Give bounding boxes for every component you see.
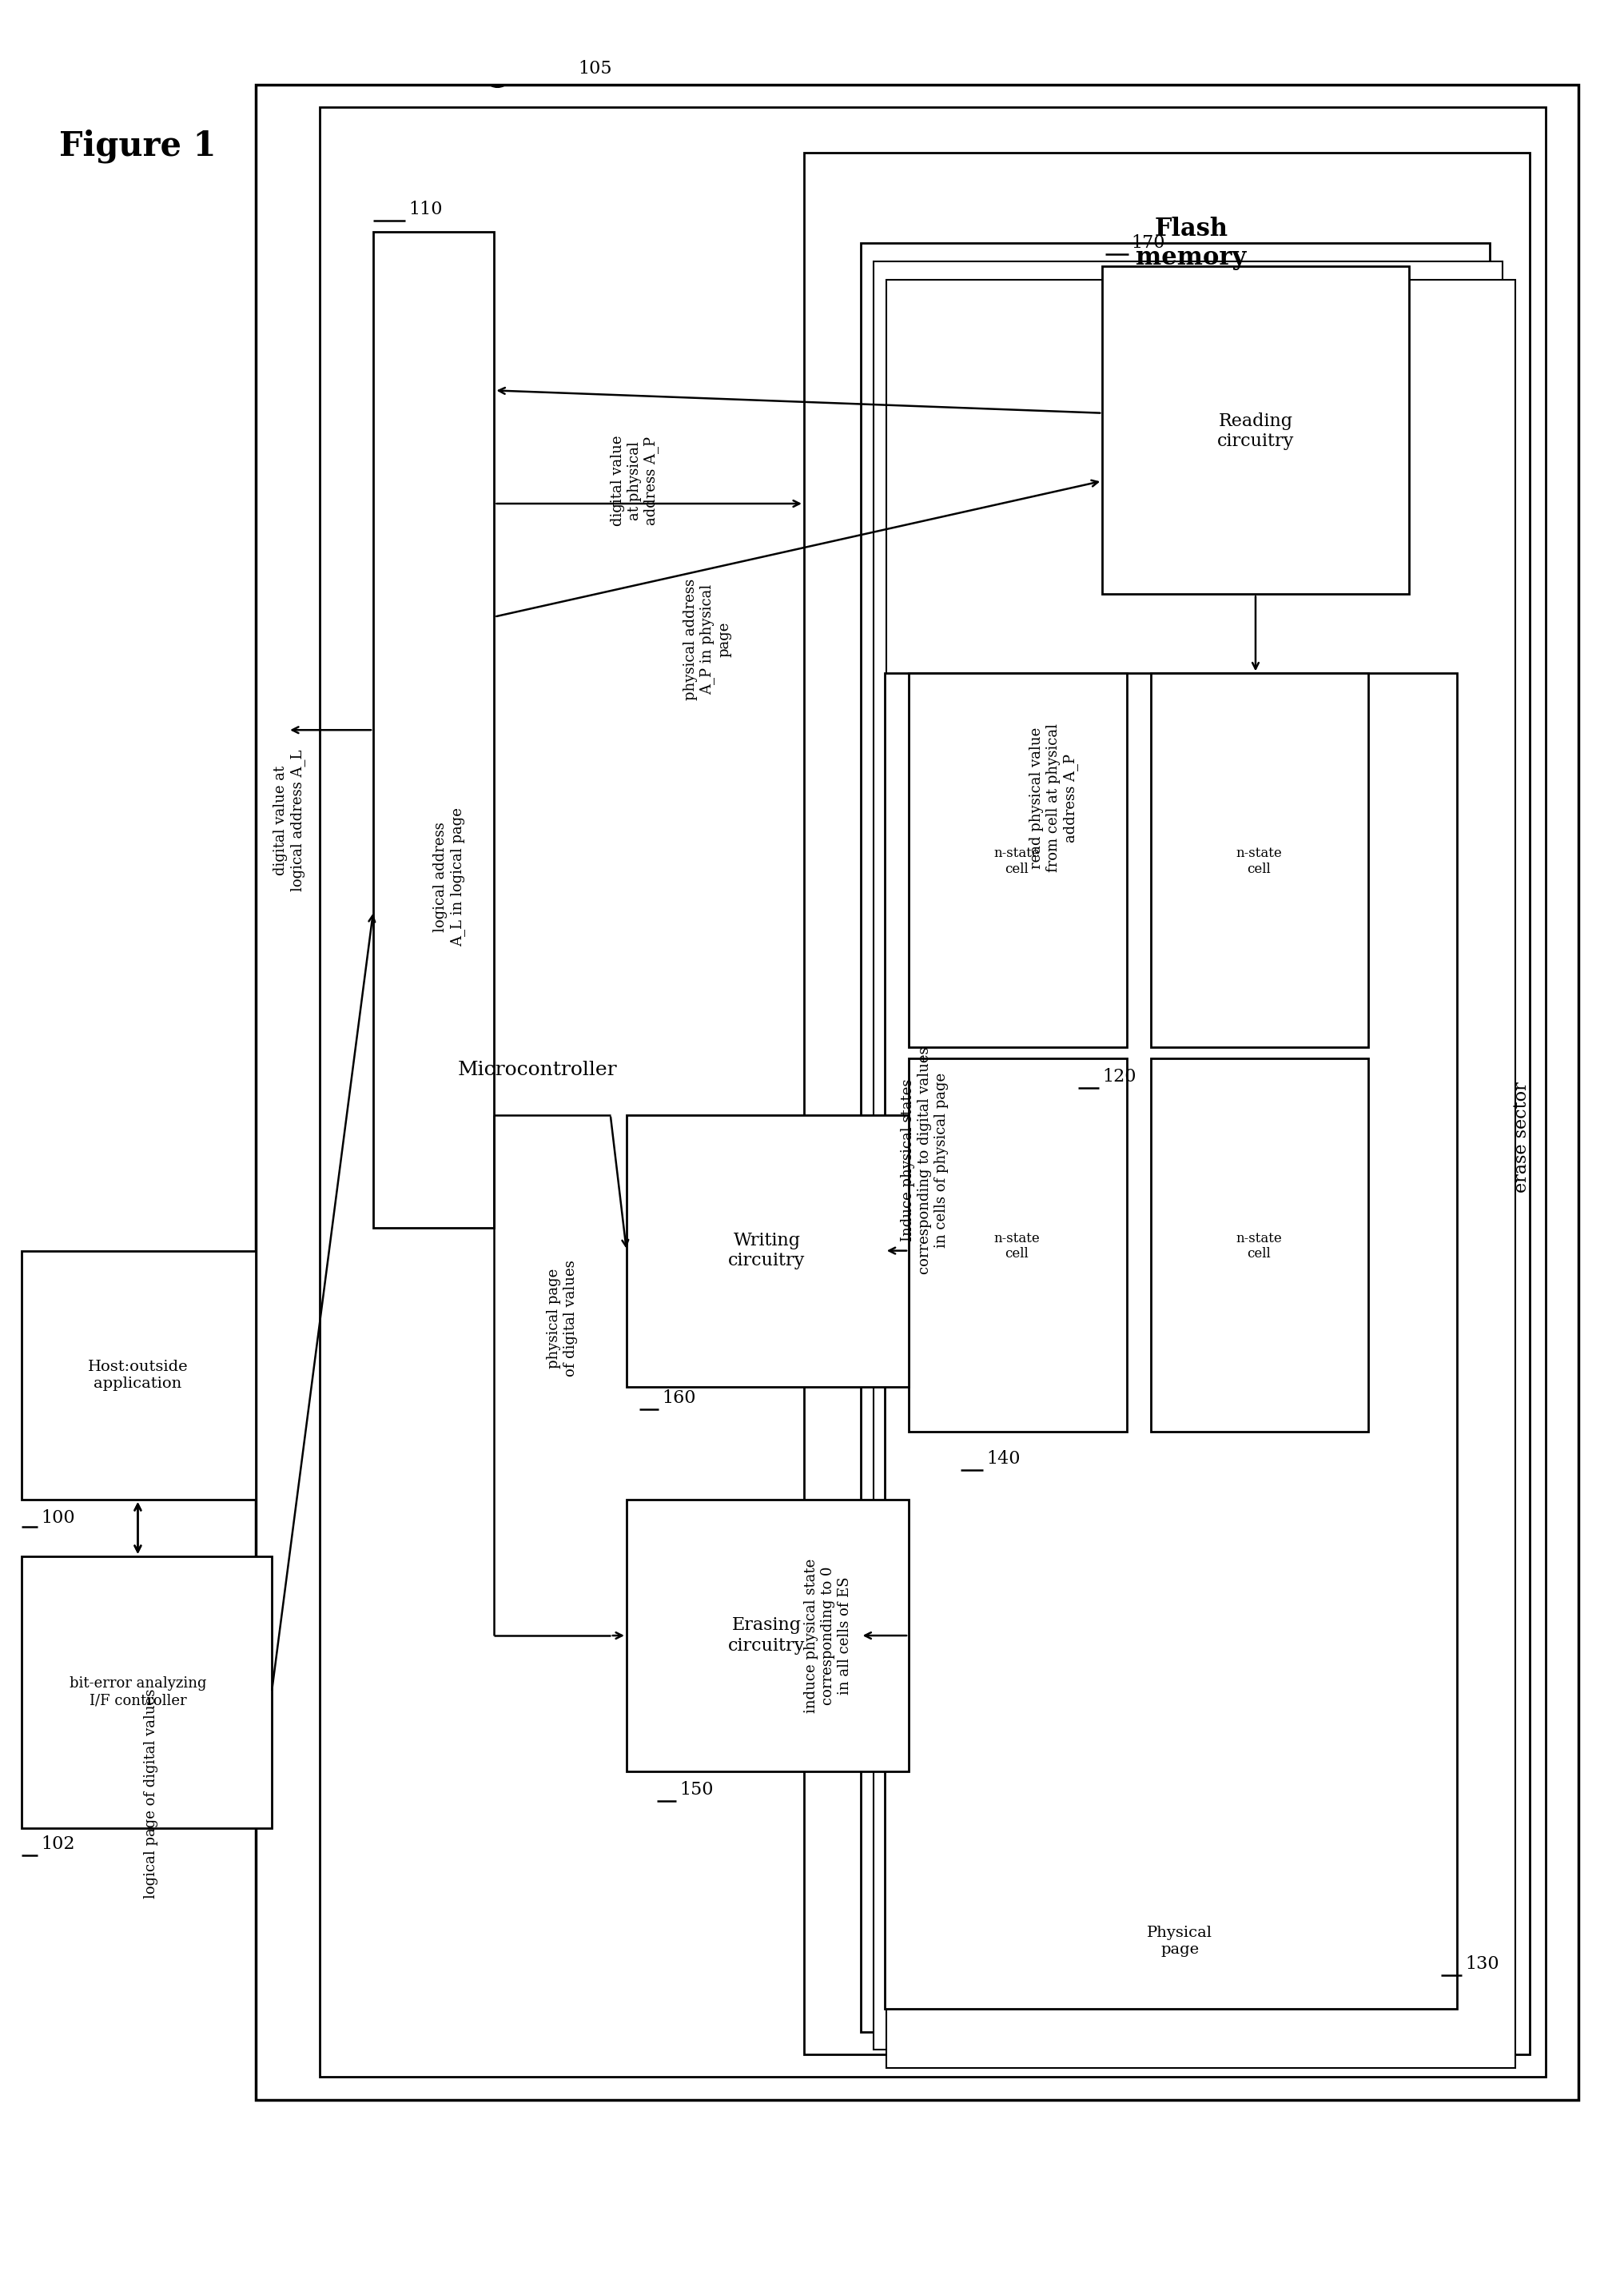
Text: 150: 150 bbox=[680, 1781, 713, 1797]
Text: Figure 1: Figure 1 bbox=[60, 130, 216, 164]
Bar bbox=[885, 673, 1457, 2009]
Text: Induce physical states
corresponding to digital values
in cells of physical page: Induce physical states corresponding to … bbox=[901, 1046, 948, 1274]
Bar bbox=[21, 1556, 271, 1829]
Text: induce physical state
corresponding to 0
in all cells of ES: induce physical state corresponding to 0… bbox=[804, 1558, 853, 1713]
Bar bbox=[887, 280, 1515, 2068]
Text: bit-error analyzing
I/F controller: bit-error analyzing I/F controller bbox=[70, 1677, 206, 1709]
Text: digital value at
logical address A_L: digital value at logical address A_L bbox=[273, 751, 305, 892]
Text: digital value
at physical
address A_P: digital value at physical address A_P bbox=[611, 435, 659, 526]
Text: n-state
cell: n-state cell bbox=[994, 846, 1039, 876]
Bar bbox=[909, 1058, 1127, 1431]
Bar bbox=[1103, 266, 1408, 594]
Text: read physical value
from cell at physical
address A_P: read physical value from cell at physica… bbox=[1030, 723, 1078, 871]
Text: Writing
circuitry: Writing circuitry bbox=[728, 1231, 806, 1269]
Text: logical address
A_L in logical page: logical address A_L in logical page bbox=[434, 808, 464, 946]
Bar bbox=[255, 84, 1579, 2100]
Bar bbox=[627, 1499, 909, 1772]
Bar bbox=[861, 243, 1489, 2032]
Bar bbox=[627, 1115, 909, 1385]
Bar bbox=[874, 262, 1502, 2050]
Bar bbox=[1151, 673, 1369, 1046]
Text: erase sector: erase sector bbox=[1514, 1083, 1530, 1192]
Bar bbox=[909, 673, 1127, 1046]
Text: physical address
A_P in physical
page: physical address A_P in physical page bbox=[684, 578, 731, 701]
Text: 130: 130 bbox=[1465, 1954, 1499, 1972]
Text: Flash
memory: Flash memory bbox=[1135, 216, 1246, 271]
Text: physical page
of digital values: physical page of digital values bbox=[547, 1260, 578, 1376]
Text: 100: 100 bbox=[41, 1508, 75, 1527]
Bar bbox=[320, 107, 1546, 2077]
Text: logical page of digital values: logical page of digital values bbox=[143, 1688, 158, 1900]
Bar bbox=[804, 152, 1530, 2054]
Text: 170: 170 bbox=[1132, 234, 1166, 253]
Text: Reading
circuitry: Reading circuitry bbox=[1216, 412, 1294, 450]
Text: Host:outside
application: Host:outside application bbox=[88, 1360, 188, 1390]
Text: 105: 105 bbox=[578, 59, 612, 77]
Text: Physical
page: Physical page bbox=[1147, 1925, 1213, 1956]
Text: Erasing
circuitry: Erasing circuitry bbox=[728, 1618, 806, 1654]
Text: 110: 110 bbox=[409, 200, 443, 218]
Text: 102: 102 bbox=[41, 1836, 75, 1852]
Text: n-state
cell: n-state cell bbox=[1236, 846, 1281, 876]
Text: 160: 160 bbox=[663, 1390, 697, 1406]
Bar bbox=[1151, 1058, 1369, 1431]
Bar bbox=[374, 232, 494, 1229]
Text: Microcontroller: Microcontroller bbox=[458, 1060, 617, 1078]
Text: n-state
cell: n-state cell bbox=[994, 1231, 1039, 1260]
Text: 140: 140 bbox=[986, 1449, 1020, 1467]
Text: n-state
cell: n-state cell bbox=[1236, 1231, 1281, 1260]
Text: 120: 120 bbox=[1103, 1067, 1137, 1085]
Bar bbox=[21, 1251, 255, 1499]
